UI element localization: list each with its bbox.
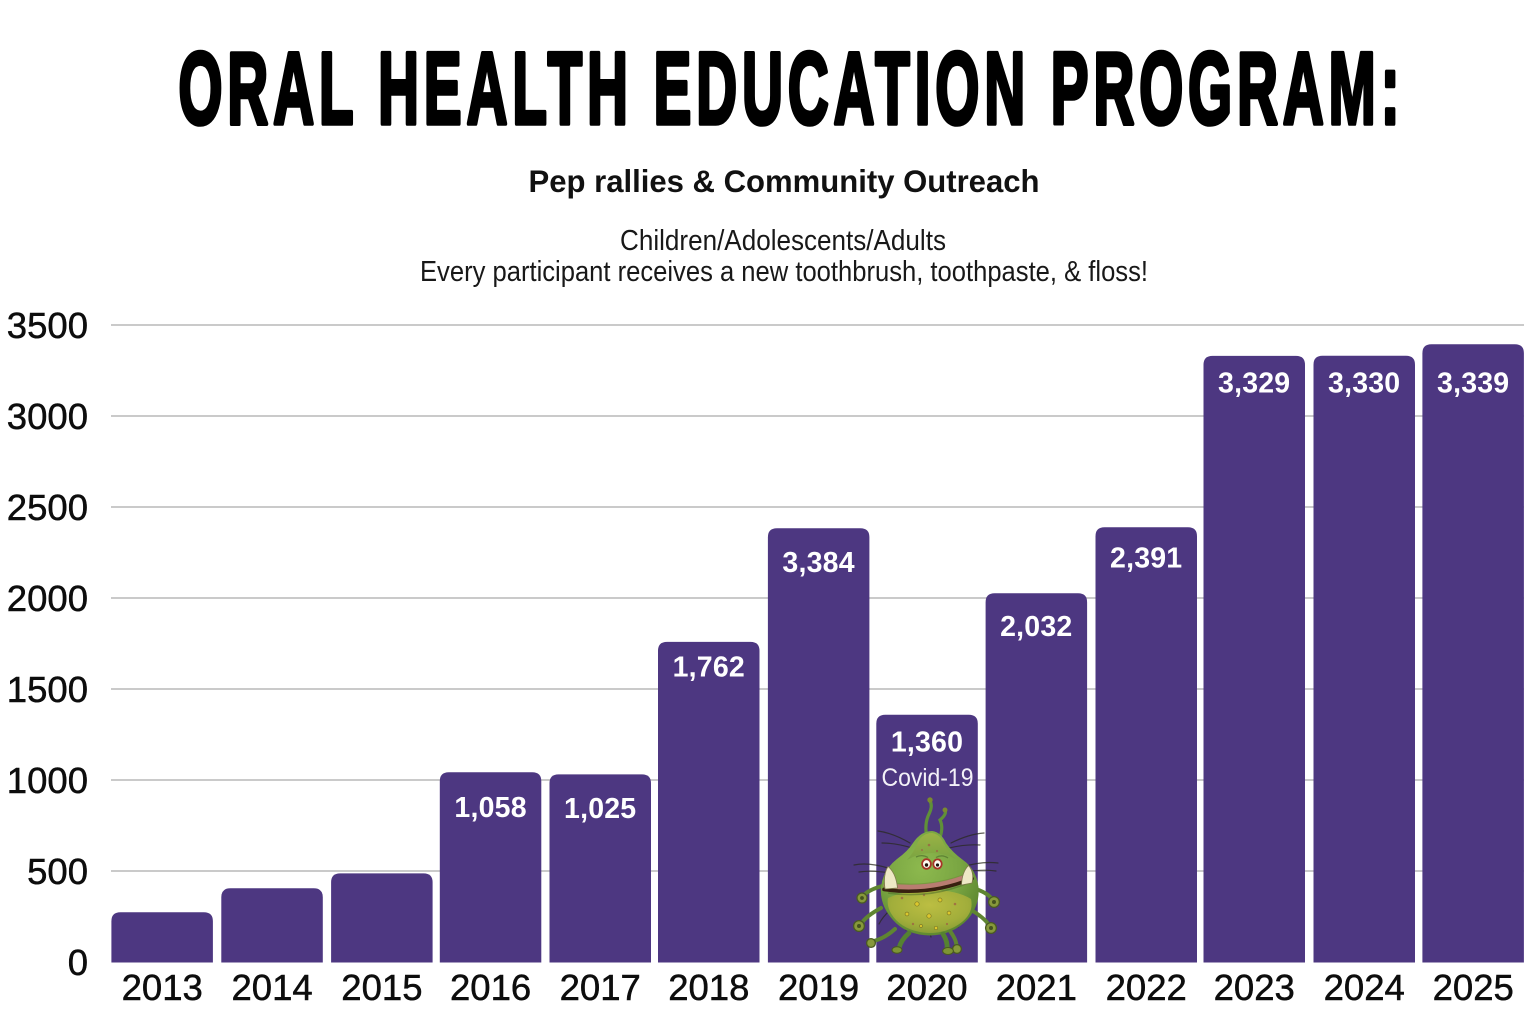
svg-text:Covid-19: Covid-19 bbox=[882, 764, 974, 792]
svg-text:2023: 2023 bbox=[1214, 967, 1295, 1008]
svg-text:2015: 2015 bbox=[341, 967, 422, 1008]
svg-text:2017: 2017 bbox=[560, 967, 641, 1008]
svg-text:ORAL HEALTH EDUCATION PROGRAM:: ORAL HEALTH EDUCATION PROGRAM: bbox=[179, 32, 1405, 146]
svg-text:1,025: 1,025 bbox=[564, 793, 636, 825]
svg-text:3,329: 3,329 bbox=[1218, 368, 1290, 400]
svg-text:2014: 2014 bbox=[231, 967, 312, 1008]
svg-text:Every participant receives a n: Every participant receives a new toothbr… bbox=[420, 256, 1148, 288]
svg-text:2016: 2016 bbox=[450, 967, 531, 1008]
svg-text:Pep rallies & Community Outrea: Pep rallies & Community Outreach bbox=[529, 163, 1040, 199]
svg-text:2,032: 2,032 bbox=[1000, 611, 1072, 643]
svg-text:2013: 2013 bbox=[122, 967, 203, 1008]
svg-text:2500: 2500 bbox=[7, 487, 88, 528]
svg-text:2020: 2020 bbox=[886, 967, 967, 1008]
svg-text:2021: 2021 bbox=[996, 967, 1077, 1008]
svg-text:1,762: 1,762 bbox=[673, 652, 745, 684]
svg-text:500: 500 bbox=[27, 851, 88, 892]
svg-text:1500: 1500 bbox=[7, 669, 88, 710]
svg-text:2018: 2018 bbox=[668, 967, 749, 1008]
svg-text:2,391: 2,391 bbox=[1110, 542, 1182, 574]
svg-text:3000: 3000 bbox=[7, 396, 88, 437]
svg-text:Children/Adolescents/Adults: Children/Adolescents/Adults bbox=[620, 225, 946, 257]
svg-text:3500: 3500 bbox=[7, 305, 88, 346]
svg-text:0: 0 bbox=[68, 942, 88, 983]
svg-text:1,058: 1,058 bbox=[454, 792, 526, 824]
svg-text:2025: 2025 bbox=[1433, 967, 1514, 1008]
svg-text:2000: 2000 bbox=[7, 578, 88, 619]
svg-text:2022: 2022 bbox=[1106, 967, 1187, 1008]
svg-text:2019: 2019 bbox=[778, 967, 859, 1008]
svg-text:1000: 1000 bbox=[7, 760, 88, 801]
svg-text:3,384: 3,384 bbox=[782, 547, 854, 579]
svg-text:3,330: 3,330 bbox=[1328, 368, 1400, 400]
svg-text:3,339: 3,339 bbox=[1437, 368, 1509, 400]
svg-text:2024: 2024 bbox=[1324, 967, 1405, 1008]
svg-text:1,360: 1,360 bbox=[891, 727, 963, 759]
